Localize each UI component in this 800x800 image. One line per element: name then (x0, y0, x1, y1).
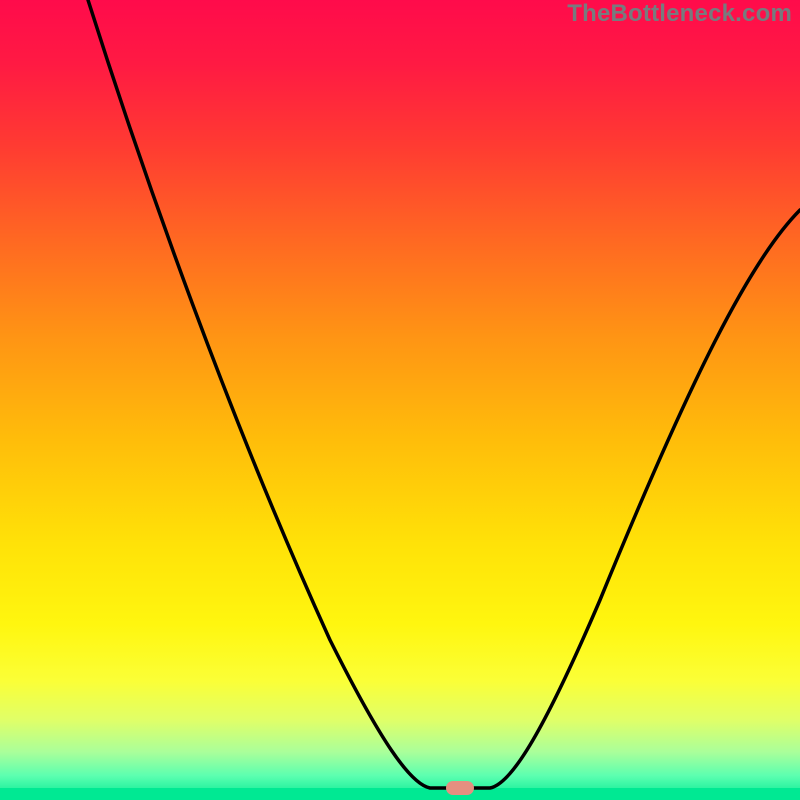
bottom-green-band (0, 788, 800, 800)
chart-background (0, 0, 800, 800)
watermark-text: TheBottleneck.com (567, 0, 792, 28)
gradient-fill (0, 0, 800, 800)
chart-stage: TheBottleneck.com (0, 0, 800, 800)
